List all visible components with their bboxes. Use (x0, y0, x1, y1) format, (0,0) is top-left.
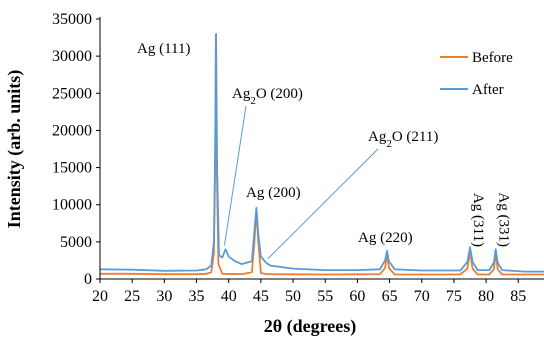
leader-ag2o200 (223, 105, 247, 246)
y-tick-label: 30000 (52, 48, 92, 65)
x-tick-label: 75 (446, 288, 462, 305)
y-tick-label: 5000 (60, 234, 92, 251)
x-axis-title: 2θ (degrees) (264, 316, 357, 337)
series-line-before (100, 34, 544, 276)
annotation-ag2o200: Ag2O (200) (232, 86, 303, 107)
legend-label-before: Before (472, 50, 513, 66)
y-tick-label: 35000 (52, 11, 92, 28)
x-tick-label: 40 (221, 288, 237, 305)
x-tick-label: 20 (92, 288, 108, 305)
annotation-ag2o211: Ag2O (211) (368, 129, 438, 150)
y-tick-label: 20000 (52, 122, 92, 139)
x-tick-label: 55 (317, 288, 333, 305)
x-tick-label: 85 (510, 288, 526, 305)
y-tick-label: 25000 (52, 85, 92, 102)
x-tick-label: 30 (156, 288, 172, 305)
x-tick-label: 50 (285, 288, 301, 305)
annotation-ag331: Ag (331) (496, 192, 512, 247)
x-tick-label: 35 (189, 288, 205, 305)
y-tick-label: 10000 (52, 197, 92, 214)
annotations: Ag (111) Ag2O (200) Ag2O (211) Ag (200) Ag (… (137, 41, 512, 260)
series-layer (99, 33, 544, 276)
annotation-ag200: Ag (200) (246, 185, 301, 201)
x-tick-label: 65 (382, 288, 398, 305)
y-tick-label: 15000 (52, 160, 92, 177)
x-tick-label: 60 (349, 288, 365, 305)
y-tick-label: 0 (84, 271, 92, 288)
series-line-after (99, 33, 544, 273)
x-tick-label: 25 (124, 288, 140, 305)
leader-ag2o211 (267, 148, 379, 260)
legend: Before After (440, 50, 513, 98)
annotation-ag220: Ag (220) (358, 230, 413, 246)
y-axis-title: Intensity (arb. units) (4, 70, 25, 229)
axes: 0 5000 10000 15000 20000 25000 30000 35000 20 25 3… (52, 11, 544, 305)
annotation-ag111: Ag (111) (137, 41, 190, 57)
annotation-ag311: Ag (311) (470, 193, 486, 247)
x-tick-label: 45 (253, 288, 269, 305)
x-tick-label: 70 (414, 288, 430, 305)
x-tick-label: 80 (478, 288, 494, 305)
legend-label-after: After (472, 82, 504, 98)
